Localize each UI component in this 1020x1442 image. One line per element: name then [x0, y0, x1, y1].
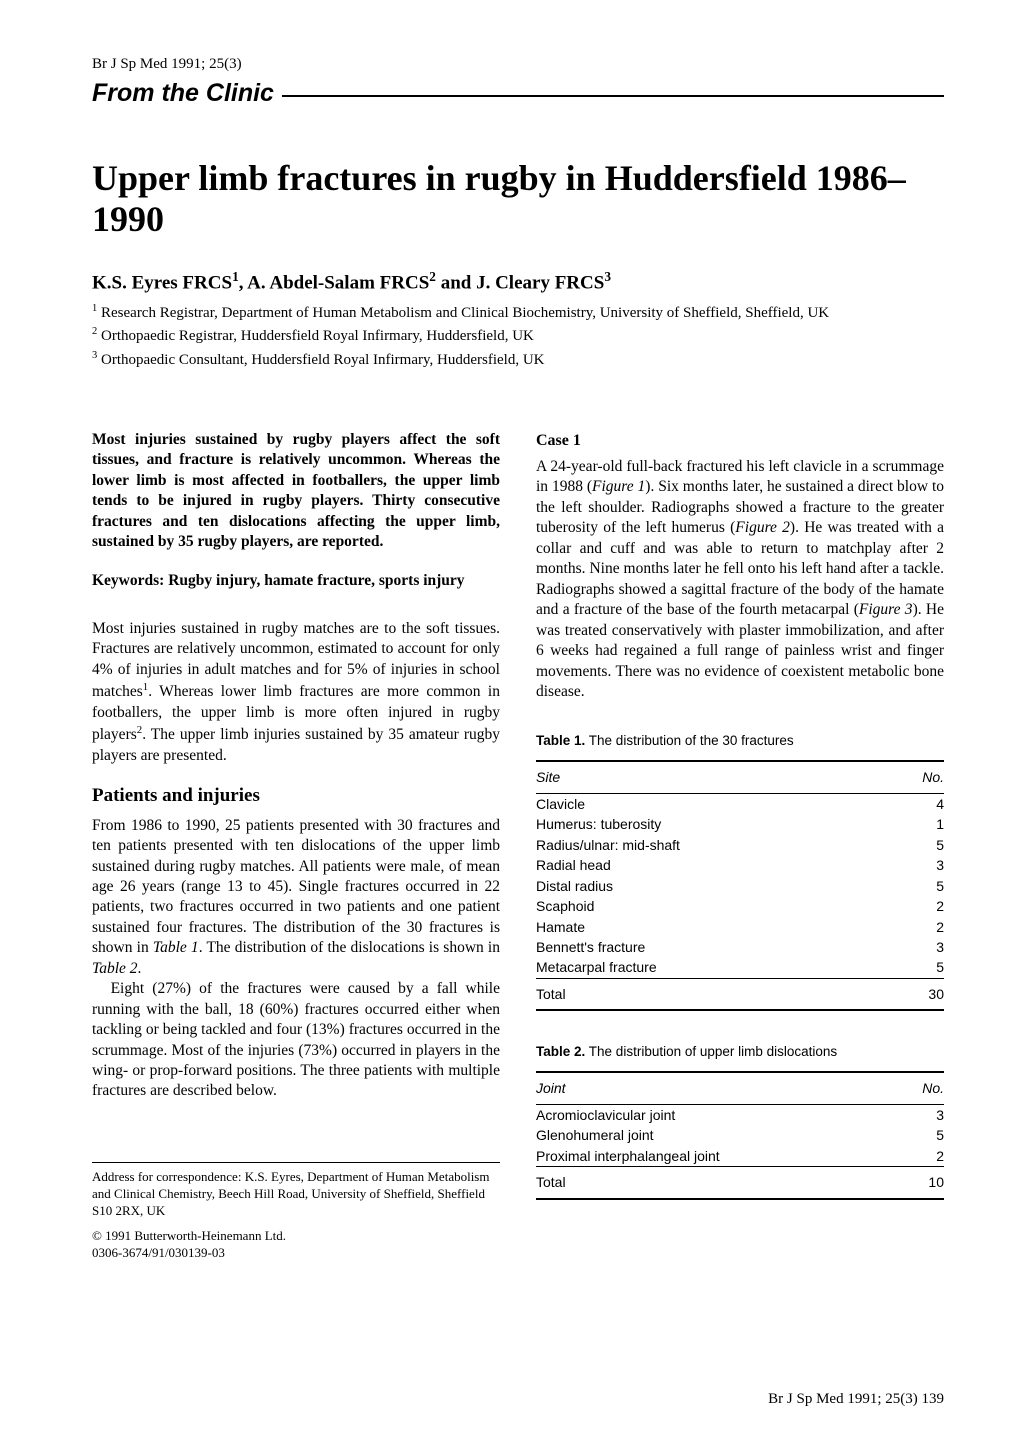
- table2-col-no: No.: [901, 1072, 944, 1104]
- table1: SiteNo. Clavicle4Humerus: tuberosity1Rad…: [536, 760, 944, 1013]
- table-cell: 3: [901, 1104, 944, 1125]
- keywords: Keywords: Rugby injury, hamate fracture,…: [92, 571, 500, 591]
- table-cell: Glenohumeral joint: [536, 1125, 901, 1145]
- table-cell: 5: [890, 876, 944, 896]
- table-cell: Bennett's fracture: [536, 937, 890, 957]
- correspondence: Address for correspondence: K.S. Eyres, …: [92, 1169, 500, 1220]
- table1-caption: Table 1. The distribution of the 30 frac…: [536, 732, 944, 750]
- affiliation: 2 Orthopaedic Registrar, Huddersfield Ro…: [92, 325, 944, 346]
- intro-paragraph: Most injuries sustained in rugby matches…: [92, 619, 500, 766]
- table-cell: 1: [890, 814, 944, 834]
- table-cell: 4: [890, 793, 944, 814]
- patients-heading: Patients and injuries: [92, 783, 500, 808]
- table-cell: Hamate: [536, 917, 890, 937]
- table2-total-label: Total: [536, 1167, 901, 1199]
- left-column: Most injuries sustained by rugby players…: [92, 430, 500, 1262]
- table2-caption-label: Table 2.: [536, 1044, 585, 1059]
- table2-caption: Table 2. The distribution of upper limb …: [536, 1043, 944, 1061]
- table2-body: Acromioclavicular joint3Glenohumeral joi…: [536, 1104, 944, 1166]
- table2-total-no: 10: [901, 1167, 944, 1199]
- table-cell: Distal radius: [536, 876, 890, 896]
- article-title: Upper limb fractures in rugby in Hudders…: [92, 158, 944, 241]
- table-cell: Acromioclavicular joint: [536, 1104, 901, 1125]
- issn: 0306-3674/91/030139-03: [92, 1245, 500, 1262]
- abstract: Most injuries sustained by rugby players…: [92, 430, 500, 553]
- table-cell: 5: [890, 957, 944, 978]
- case1-heading: Case 1: [536, 430, 944, 451]
- section-header: From the Clinic: [92, 79, 944, 108]
- copyright: © 1991 Butterworth-Heinemann Ltd.: [92, 1228, 500, 1245]
- table-cell: Clavicle: [536, 793, 890, 814]
- table-cell: Metacarpal fracture: [536, 957, 890, 978]
- table-cell: 2: [890, 896, 944, 916]
- table-cell: Radius/ulnar: mid-shaft: [536, 835, 890, 855]
- patients-p1: From 1986 to 1990, 25 patients presented…: [92, 816, 500, 980]
- table1-caption-label: Table 1.: [536, 733, 585, 748]
- table1-caption-text: The distribution of the 30 fractures: [589, 733, 794, 748]
- table-cell: 2: [890, 917, 944, 937]
- table-cell: Proximal interphalangeal joint: [536, 1146, 901, 1167]
- journal-header: Br J Sp Med 1991; 25(3): [92, 56, 944, 73]
- table-cell: Scaphoid: [536, 896, 890, 916]
- table-cell: Humerus: tuberosity: [536, 814, 890, 834]
- side-download-text: Br J Sports Med: first published as 10.1…: [987, 0, 1002, 100]
- table2-caption-text: The distribution of upper limb dislocati…: [589, 1044, 837, 1059]
- right-column: Case 1 A 24-year-old full-back fractured…: [536, 430, 944, 1262]
- table1-body: Clavicle4Humerus: tuberosity1Radius/ulna…: [536, 793, 944, 978]
- table1-total-no: 30: [890, 978, 944, 1010]
- footer-block: Address for correspondence: K.S. Eyres, …: [92, 1162, 500, 1261]
- table1-total-label: Total: [536, 978, 890, 1010]
- affiliations: 1 Research Registrar, Department of Huma…: [92, 302, 944, 370]
- table2: JointNo. Acromioclavicular joint3Glenohu…: [536, 1071, 944, 1201]
- section-header-label: From the Clinic: [92, 79, 274, 108]
- footer-journal: Br J Sp Med 1991; 25(3) 139: [768, 1391, 944, 1408]
- section-rule: [282, 95, 944, 97]
- table-cell: 2: [901, 1146, 944, 1167]
- affiliation: 3 Orthopaedic Consultant, Huddersfield R…: [92, 349, 944, 370]
- authors: K.S. Eyres FRCS1, A. Abdel-Salam FRCS2 a…: [92, 269, 944, 294]
- table-cell: Radial head: [536, 855, 890, 875]
- table1-col-no: No.: [890, 761, 944, 793]
- table-cell: 3: [890, 855, 944, 875]
- table2-col-joint: Joint: [536, 1072, 901, 1104]
- patients-p2: Eight (27%) of the fractures were caused…: [92, 979, 500, 1102]
- table-cell: 3: [890, 937, 944, 957]
- affiliation: 1 Research Registrar, Department of Huma…: [92, 302, 944, 323]
- table-cell: 5: [901, 1125, 944, 1145]
- case1-body: A 24-year-old full-back fractured his le…: [536, 457, 944, 702]
- table1-col-site: Site: [536, 761, 890, 793]
- table-cell: 5: [890, 835, 944, 855]
